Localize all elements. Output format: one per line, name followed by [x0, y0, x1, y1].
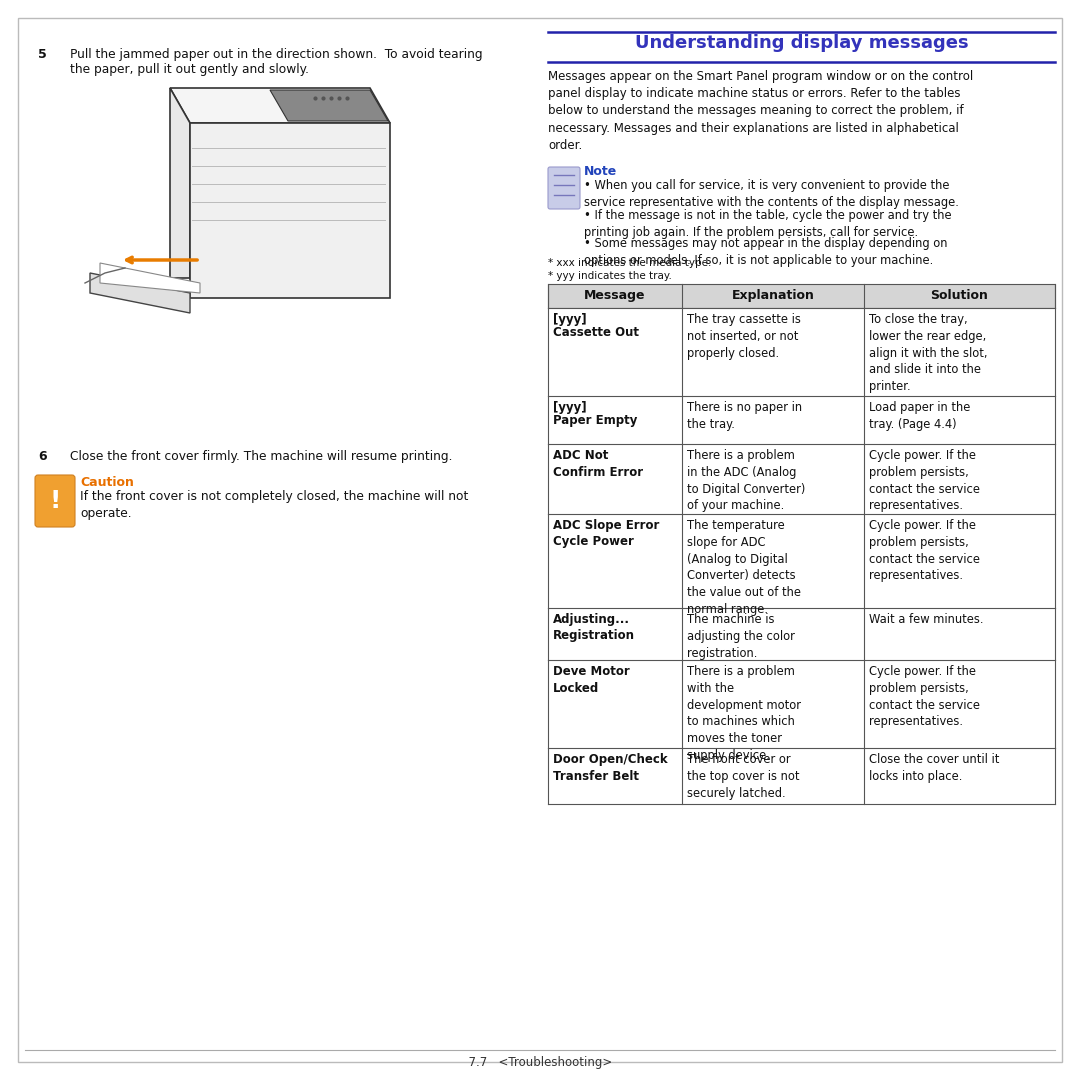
Text: !: !	[50, 489, 60, 513]
Text: 5: 5	[38, 48, 46, 60]
Text: • Some messages may not appear in the display depending on
options or models. If: • Some messages may not appear in the di…	[584, 237, 947, 267]
Polygon shape	[170, 87, 390, 123]
Text: The front cover or
the top cover is not
securely latched.: The front cover or the top cover is not …	[687, 753, 799, 799]
Bar	[548, 514, 1055, 608]
Text: If the front cover is not completely closed, the machine will not
operate.: If the front cover is not completely clo…	[80, 490, 469, 519]
Text: * yyy indicates the tray.: * yyy indicates the tray.	[548, 271, 672, 281]
Text: Note: Note	[584, 165, 618, 178]
Text: the paper, pull it out gently and slowly.: the paper, pull it out gently and slowly…	[70, 63, 309, 76]
Text: There is no paper in
the tray.: There is no paper in the tray.	[687, 401, 802, 431]
Text: The temperature
slope for ADC
(Analog to Digital
Converter) detects
the value ou: The temperature slope for ADC (Analog to…	[687, 519, 801, 616]
Text: Caution: Caution	[80, 476, 134, 489]
Text: There is a problem
with the
development motor
to machines which
moves the toner
: There is a problem with the development …	[687, 665, 801, 762]
Text: 7.7   <Troubleshooting>: 7.7 <Troubleshooting>	[461, 1056, 619, 1069]
Text: Adjusting...
Registration: Adjusting... Registration	[553, 613, 635, 643]
Bar	[548, 308, 1055, 396]
Text: Close the front cover firmly. The machine will resume printing.: Close the front cover firmly. The machin…	[70, 450, 453, 463]
Text: To close the tray,
lower the rear edge,
align it with the slot,
and slide it int: To close the tray, lower the rear edge, …	[869, 313, 987, 393]
Text: Cycle power. If the
problem persists,
contact the service
representatives.: Cycle power. If the problem persists, co…	[869, 665, 980, 728]
Text: Paper Empty: Paper Empty	[553, 414, 637, 427]
Text: 6: 6	[38, 450, 46, 463]
Text: Explanation: Explanation	[731, 289, 814, 302]
FancyBboxPatch shape	[35, 475, 75, 527]
Text: Cassette Out: Cassette Out	[553, 326, 639, 339]
Text: Cycle power. If the
problem persists,
contact the service
representatives.: Cycle power. If the problem persists, co…	[869, 519, 980, 582]
Text: The machine is
adjusting the color
registration.: The machine is adjusting the color regis…	[687, 613, 795, 660]
Polygon shape	[270, 90, 388, 121]
Text: Understanding display messages: Understanding display messages	[635, 33, 969, 52]
Polygon shape	[190, 123, 390, 298]
Polygon shape	[170, 87, 190, 278]
Text: Load paper in the
tray. (Page 4.4): Load paper in the tray. (Page 4.4)	[869, 401, 970, 431]
Text: Pull the jammed paper out in the direction shown.  To avoid tearing: Pull the jammed paper out in the directi…	[70, 48, 483, 60]
Text: ADC Not
Confirm Error: ADC Not Confirm Error	[553, 449, 643, 478]
Text: • If the message is not in the table, cycle the power and try the
printing job a: • If the message is not in the table, cy…	[584, 210, 951, 239]
Text: Messages appear on the Smart Panel program window or on the control
panel displa: Messages appear on the Smart Panel progr…	[548, 70, 973, 152]
Text: * xxx indicates the media type.: * xxx indicates the media type.	[548, 258, 712, 268]
Text: Wait a few minutes.: Wait a few minutes.	[869, 613, 984, 626]
Bar	[548, 660, 1055, 748]
Bar	[548, 608, 1055, 660]
Bar	[548, 284, 1055, 308]
Text: Message: Message	[584, 289, 646, 302]
Text: ADC Slope Error
Cycle Power: ADC Slope Error Cycle Power	[553, 519, 660, 549]
Polygon shape	[90, 273, 190, 313]
Text: [yyy]: [yyy]	[553, 313, 586, 326]
Text: The tray cassette is
not inserted, or not
properly closed.: The tray cassette is not inserted, or no…	[687, 313, 801, 360]
Bar	[548, 396, 1055, 444]
Text: There is a problem
in the ADC (Analog
to Digital Converter)
of your machine.: There is a problem in the ADC (Analog to…	[687, 449, 806, 512]
Text: Deve Motor
Locked: Deve Motor Locked	[553, 665, 630, 694]
Text: Close the cover until it
locks into place.: Close the cover until it locks into plac…	[869, 753, 999, 783]
FancyBboxPatch shape	[548, 167, 580, 210]
Text: Door Open/Check
Transfer Belt: Door Open/Check Transfer Belt	[553, 753, 667, 783]
Text: Solution: Solution	[930, 289, 988, 302]
Text: • When you call for service, it is very convenient to provide the
service repres: • When you call for service, it is very …	[584, 179, 959, 208]
Polygon shape	[100, 264, 200, 293]
Bar	[548, 444, 1055, 514]
Text: [yyy]: [yyy]	[553, 401, 586, 414]
Text: Cycle power. If the
problem persists,
contact the service
representatives.: Cycle power. If the problem persists, co…	[869, 449, 980, 512]
Bar	[548, 748, 1055, 804]
